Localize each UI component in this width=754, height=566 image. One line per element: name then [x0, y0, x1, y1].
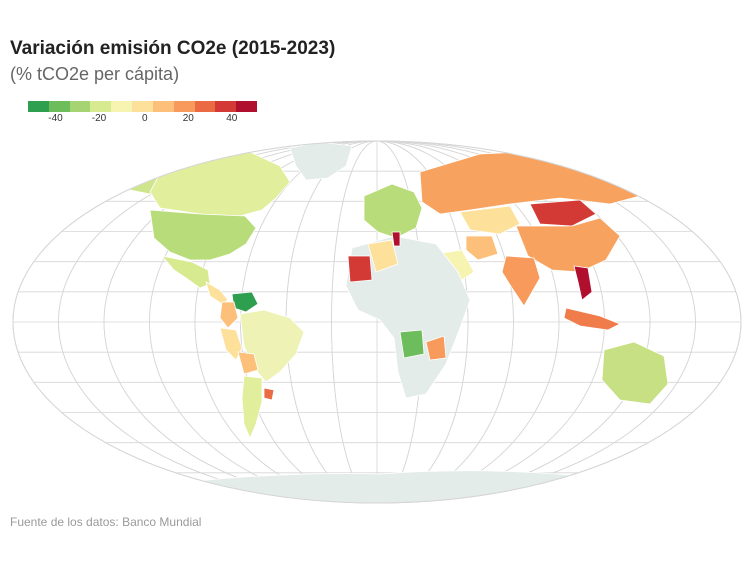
- region-greenland[interactable]: [289, 141, 353, 181]
- region-indonesia[interactable]: [563, 307, 621, 331]
- legend-swatch: [28, 101, 49, 112]
- region-mexico[interactable]: [160, 255, 211, 289]
- region-china[interactable]: [515, 217, 621, 273]
- region-tunisia[interactable]: [391, 231, 401, 247]
- legend-swatch: [236, 101, 257, 112]
- legend-swatch: [48, 101, 70, 112]
- legend-swatch: [215, 101, 237, 112]
- legend-swatch: [69, 101, 91, 112]
- legend-color-scale: [28, 101, 257, 112]
- data-source: Fuente de los datos: Banco Mundial: [10, 515, 202, 529]
- legend-tick-label: -40: [48, 113, 63, 124]
- legend-tick-label: 20: [182, 113, 194, 124]
- region-mozambique[interactable]: [425, 335, 447, 361]
- legend-swatch: [132, 101, 153, 112]
- region-vietnam[interactable]: [573, 265, 593, 301]
- region-canada[interactable]: [149, 151, 291, 217]
- color-legend: -40 -20 0 20 40: [28, 101, 260, 127]
- region-kazakhstan[interactable]: [459, 205, 521, 235]
- region-united-states[interactable]: [149, 209, 257, 261]
- region-central-america[interactable]: [205, 281, 229, 305]
- region-colombia[interactable]: [219, 301, 239, 329]
- land-layer: [99, 141, 669, 507]
- region-algeria[interactable]: [367, 239, 399, 273]
- region-mongolia[interactable]: [529, 199, 597, 227]
- region-australia[interactable]: [601, 341, 669, 405]
- region-india[interactable]: [501, 255, 541, 307]
- region-angola[interactable]: [399, 329, 425, 359]
- legend-tick-label: -20: [91, 113, 107, 124]
- region-bolivia[interactable]: [237, 351, 259, 375]
- legend-swatch: [173, 101, 195, 112]
- region-argentina[interactable]: [241, 375, 263, 440]
- map-title: Variación emisión CO2e (2015-2023): [10, 38, 336, 59]
- region-mauritania[interactable]: [347, 255, 373, 283]
- globe-outline: [12, 140, 742, 504]
- map-subtitle: (% tCO2e per cápita): [10, 64, 180, 84]
- region-europe[interactable]: [363, 183, 423, 239]
- legend-tick-label: 40: [226, 113, 238, 124]
- legend-swatch: [194, 101, 216, 112]
- region-uruguay[interactable]: [263, 387, 275, 401]
- region-antarctica[interactable]: [99, 470, 661, 507]
- legend-swatch: [90, 101, 112, 112]
- world-choropleth-map: [12, 140, 742, 507]
- region-iran[interactable]: [465, 235, 499, 261]
- legend-swatch: [152, 101, 174, 112]
- legend-tick-label: 0: [142, 113, 148, 124]
- legend-swatch: [111, 101, 133, 112]
